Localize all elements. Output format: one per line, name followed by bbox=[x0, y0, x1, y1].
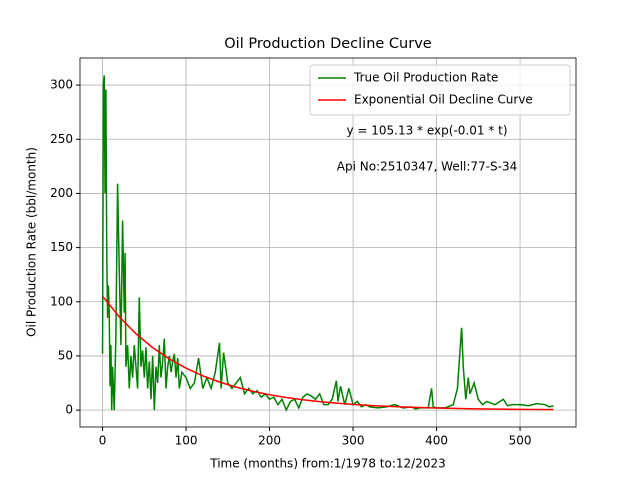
x-tick-label: 400 bbox=[425, 434, 448, 448]
legend-label: Exponential Oil Decline Curve bbox=[354, 93, 533, 107]
annotation: y = 105.13 * exp(-0.01 * t) bbox=[346, 124, 507, 138]
y-tick-label: 100 bbox=[50, 294, 73, 308]
y-tick-label: 300 bbox=[50, 78, 73, 92]
y-tick-label: 0 bbox=[65, 403, 73, 417]
y-tick-label: 200 bbox=[50, 186, 73, 200]
y-tick-label: 250 bbox=[50, 132, 73, 146]
y-tick-label: 150 bbox=[50, 240, 73, 254]
legend-box bbox=[309, 64, 571, 116]
annotation: Api No:2510347, Well:77-S-34 bbox=[337, 160, 517, 174]
y-tick-label: 50 bbox=[58, 348, 73, 362]
x-axis-label: Time (months) from:1/1978 to:12/2023 bbox=[209, 457, 446, 471]
legend-label: True Oil Production Rate bbox=[353, 71, 498, 85]
x-tick-label: 100 bbox=[175, 434, 198, 448]
chart-title: Oil Production Decline Curve bbox=[224, 36, 432, 52]
plot-frame bbox=[79, 57, 577, 428]
x-tick-label: 300 bbox=[342, 434, 365, 448]
x-tick-label: 500 bbox=[509, 434, 532, 448]
x-tick-label: 200 bbox=[258, 434, 281, 448]
x-tick-label: 0 bbox=[99, 434, 107, 448]
y-axis-label: Oil Production Rate (bbl/month) bbox=[25, 147, 39, 337]
data-line bbox=[101, 295, 554, 411]
